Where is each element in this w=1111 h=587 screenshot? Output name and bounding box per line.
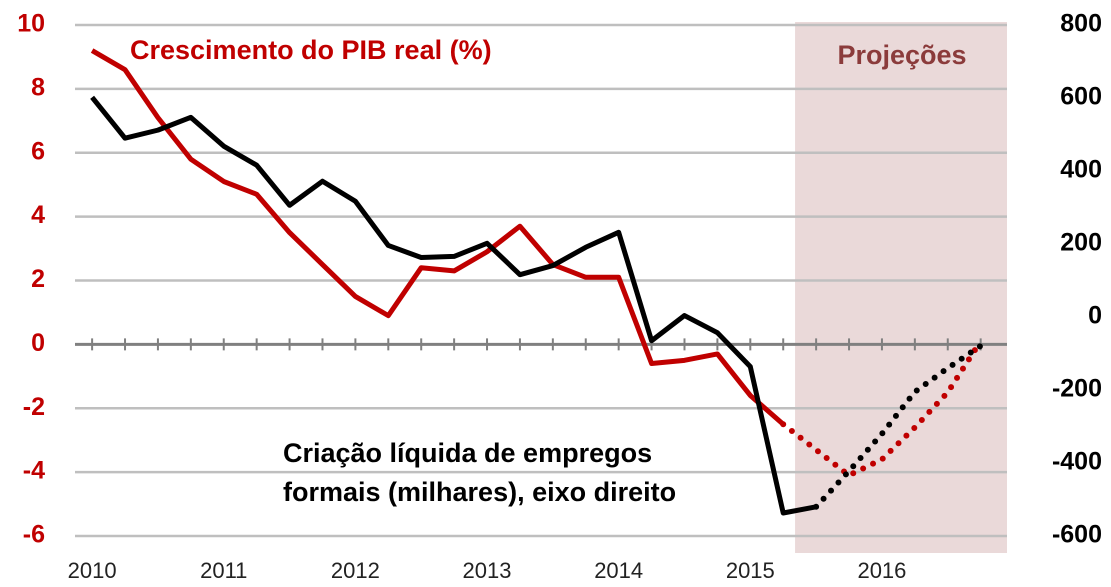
jobs-annotation: formais (milhares), eixo direito: [283, 477, 676, 507]
y2-tick-label: 600: [1060, 83, 1102, 111]
y2-tick-label: -600: [1052, 521, 1102, 549]
y2-tick-label: -400: [1052, 448, 1102, 476]
y2-tick-label: 0: [1088, 302, 1102, 330]
projection-line: [813, 342, 984, 510]
x-tick-label: 2011: [200, 558, 247, 583]
y2-tick-label: 800: [1060, 10, 1102, 38]
projection-band: [795, 22, 1007, 553]
y-tick-label: -2: [23, 393, 45, 421]
y2-tick-label: 400: [1060, 156, 1102, 184]
jobs-annotation: Criação líquida de empregos: [283, 438, 652, 468]
y-tick-label: 2: [31, 265, 45, 293]
x-tick-label: 2010: [68, 558, 117, 583]
series-line: [90, 95, 817, 516]
y-tick-label: 4: [31, 201, 45, 229]
y-tick-label: -4: [23, 457, 45, 485]
y-tick-label: 6: [31, 137, 45, 165]
x-tick-label: 2012: [331, 558, 380, 583]
y-tick-label: 8: [31, 73, 45, 101]
y2-tick-label: -200: [1052, 375, 1102, 403]
y2-tick-label: 200: [1060, 229, 1102, 257]
background-layer: [75, 22, 1007, 553]
x-tick-label: 2015: [726, 558, 775, 583]
series-line: [90, 48, 785, 427]
x-tick-label: 2014: [594, 558, 643, 583]
y-tick-label: 0: [31, 329, 45, 357]
projection-line: [780, 338, 984, 479]
y-tick-label: -6: [23, 521, 45, 549]
x-tick-label: 2016: [857, 558, 906, 583]
gdp-annotation: Crescimento do PIB real (%): [130, 35, 492, 65]
projection-label: Projeções: [837, 40, 966, 70]
y-tick-label: 10: [17, 10, 45, 38]
x-tick-label: 2013: [463, 558, 512, 583]
